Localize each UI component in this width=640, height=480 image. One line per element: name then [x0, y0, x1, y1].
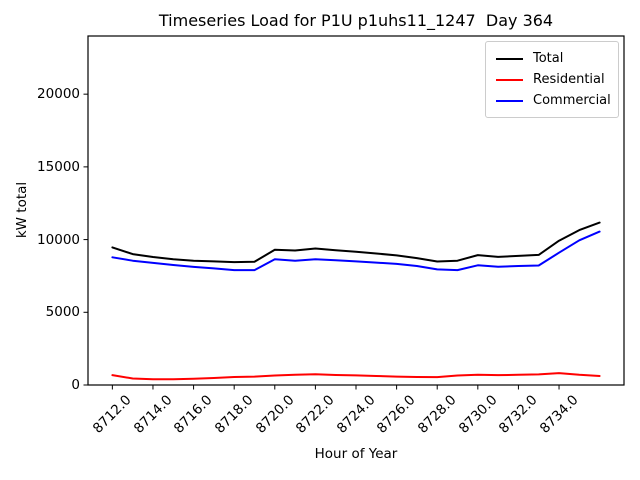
legend-item-commercial: Commercial — [496, 90, 611, 111]
legend-label-total: Total — [533, 51, 564, 66]
y-tick-label: 0 — [71, 377, 80, 393]
y-tick-label: 10000 — [37, 231, 80, 248]
axes-spines — [87, 35, 625, 386]
commercial-line-swatch — [496, 99, 523, 102]
total-line-swatch — [496, 57, 523, 60]
legend-item-total: Total — [496, 48, 610, 69]
y-tick-label: 15000 — [37, 158, 80, 175]
y-tick-label: 5000 — [45, 304, 80, 321]
y-tick-label: 20000 — [37, 86, 80, 103]
legend-label-residential: Residential — [533, 72, 605, 87]
series-line-commercial — [111, 230, 601, 272]
legend-label-commercial: Commercial — [533, 93, 611, 108]
y-axis-label: kW total — [14, 181, 30, 239]
series-line-total — [111, 221, 601, 264]
legend-item-residential: Residential — [496, 69, 610, 90]
series-line-residential — [111, 372, 601, 381]
legend: Total Residential Commercial — [485, 41, 619, 118]
residential-line-swatch — [496, 78, 523, 81]
chart-title: Timeseries Load for P1U p1uhs11_1247 Day… — [158, 11, 554, 30]
x-axis-label: Hour of Year — [314, 446, 398, 462]
